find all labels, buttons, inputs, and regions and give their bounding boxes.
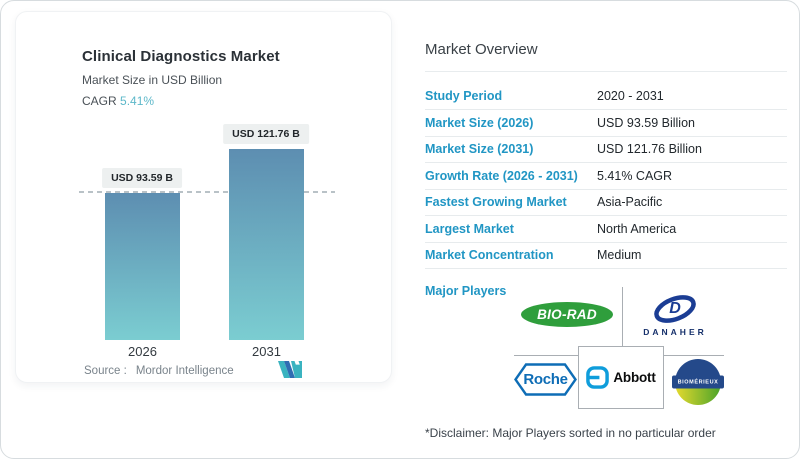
- danaher-monogram: D: [669, 300, 681, 317]
- reference-dashed-line: [79, 191, 335, 194]
- table-row: Market Size (2031) USD 121.76 Billion: [425, 137, 787, 163]
- overview-table: Study Period 2020 - 2031 Market Size (20…: [425, 71, 787, 269]
- table-row: Fastest Growing Market Asia-Pacific: [425, 190, 787, 216]
- row-label: Market Size (2026): [425, 115, 534, 130]
- biomerieux-wordmark: BIOMÉRIEUX: [677, 379, 719, 385]
- biomerieux-logo: BIOMÉRIEUX: [672, 359, 724, 405]
- chart-subtitle: Market Size in USD Billion: [82, 73, 223, 87]
- bar-value-label-2031: USD 121.76 B: [223, 124, 309, 144]
- biomerieux-globe-icon: [675, 359, 721, 405]
- row-label: Fastest Growing Market: [425, 195, 567, 210]
- danaher-ellipse-icon: D: [652, 293, 698, 325]
- row-label: Market Size (2031): [425, 142, 534, 157]
- row-value: 5.41% CAGR: [597, 168, 673, 183]
- abbott-a-icon: [586, 366, 610, 389]
- table-row: Study Period 2020 - 2031: [425, 72, 787, 110]
- biomerieux-band: BIOMÉRIEUX: [672, 375, 724, 389]
- chart-cagr: CAGR 5.41%: [82, 94, 280, 108]
- source-label: Source :: [84, 365, 127, 377]
- row-value: Asia-Pacific: [597, 195, 663, 210]
- biomerieux-globe-top: [675, 359, 721, 381]
- major-players-label: Major Players: [425, 284, 507, 298]
- table-row: Market Size (2026) USD 93.59 Billion: [425, 110, 787, 137]
- source-line: Source : Mordor Intelligence: [84, 365, 234, 377]
- row-label: Growth Rate (2026 - 2031): [425, 168, 578, 183]
- row-value: USD 121.76 Billion: [597, 142, 702, 157]
- danaher-wordmark: DANAHER: [643, 327, 707, 337]
- row-label: Market Concentration: [425, 248, 554, 263]
- bar-value-label-2026: USD 93.59 B: [102, 168, 182, 189]
- disclaimer-text: *Disclaimer: Major Players sorted in no …: [425, 426, 716, 440]
- roche-logo: Roche: [514, 363, 577, 396]
- abbott-logo: Abbott: [578, 346, 664, 409]
- table-row: Market Concentration Medium: [425, 243, 787, 269]
- panel-title: Market Overview: [425, 41, 538, 58]
- x-tick-2031: 2031: [252, 344, 281, 359]
- bar-chart: USD 93.59 B USD 121.76 B 2026 2031: [79, 124, 335, 359]
- row-value: USD 93.59 Billion: [597, 115, 695, 130]
- table-row: Growth Rate (2026 - 2031) 5.41% CAGR: [425, 163, 787, 190]
- source-value: Mordor Intelligence: [135, 365, 234, 377]
- abbott-wordmark: Abbott: [613, 370, 656, 385]
- logo-grid-divider: [664, 355, 724, 356]
- mordor-intelligence-logo-icon: [278, 361, 302, 383]
- danaher-logo: D DANAHER: [631, 293, 719, 337]
- bar-2026: [105, 193, 180, 340]
- row-value: North America: [597, 221, 677, 236]
- x-tick-2026: 2026: [128, 344, 157, 359]
- row-value: Medium: [597, 248, 642, 263]
- market-chart-card: Clinical Diagnostics Market Market Size …: [15, 11, 392, 383]
- chart-title: Clinical Diagnostics Market: [82, 48, 280, 65]
- logo-grid-divider: [514, 355, 578, 356]
- chart-header: Clinical Diagnostics Market Market Size …: [82, 48, 280, 108]
- cagr-value: 5.41%: [120, 94, 155, 108]
- bio-rad-logo: BIO-RAD: [521, 302, 613, 327]
- biomerieux-globe-bottom: [675, 385, 721, 405]
- row-label: Study Period: [425, 89, 503, 103]
- logo-grid-divider: [622, 287, 623, 346]
- table-row: Largest Market North America: [425, 216, 787, 243]
- market-overview-panel: Market Overview Study Period 2020 - 2031…: [425, 41, 787, 453]
- roche-hexagon-icon: [514, 363, 577, 396]
- row-value: 2020 - 2031: [597, 89, 664, 103]
- roche-wordmark: Roche: [523, 371, 568, 388]
- bar-2031: [229, 149, 304, 340]
- row-label: Largest Market: [425, 221, 514, 236]
- bio-rad-wordmark: BIO-RAD: [537, 307, 597, 322]
- cagr-label: CAGR: [82, 94, 117, 108]
